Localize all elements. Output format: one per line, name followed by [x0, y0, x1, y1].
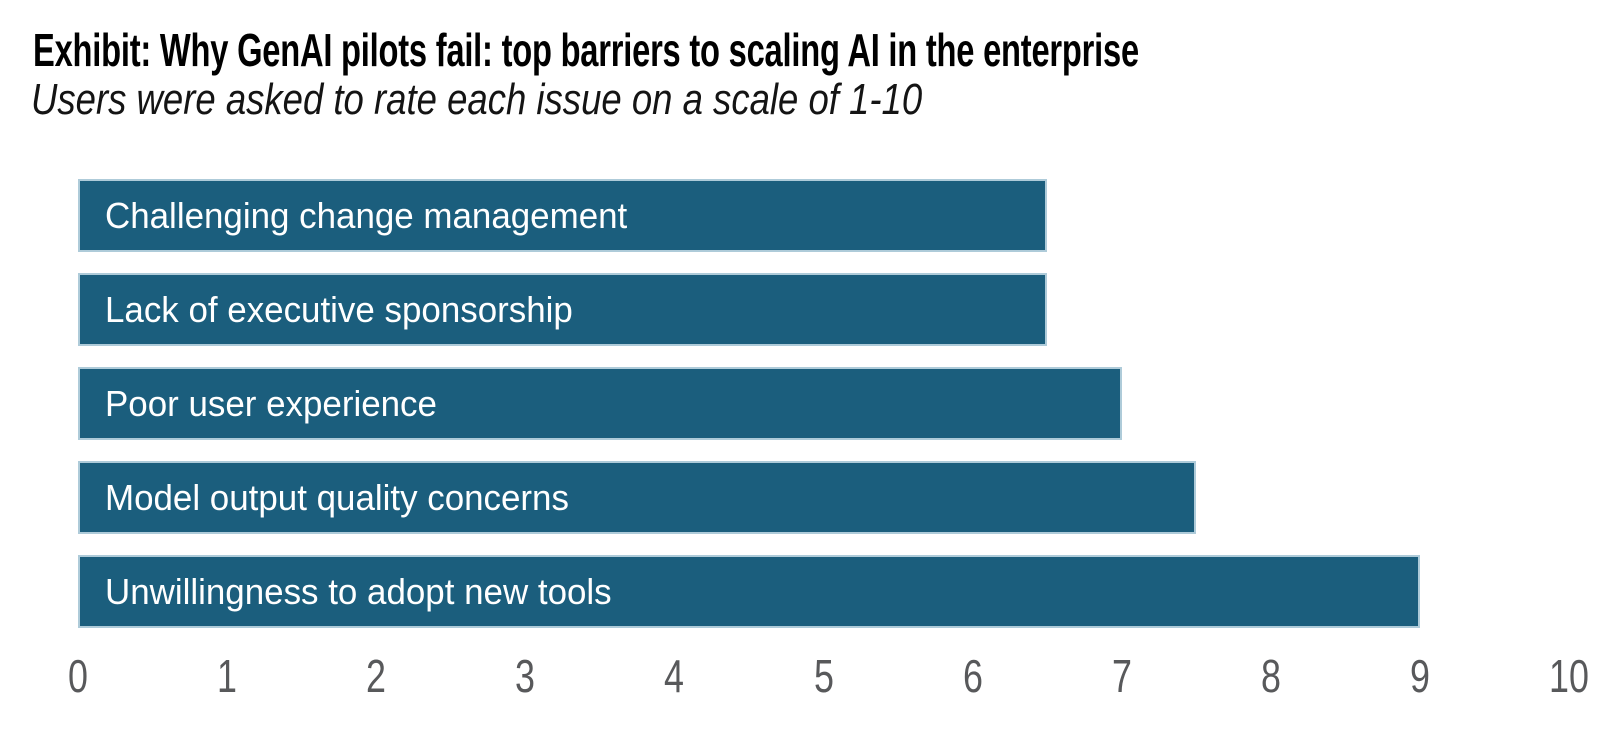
- bars-container: Challenging change management Lack of exe…: [78, 179, 1569, 628]
- x-tick-6: 6: [962, 650, 983, 702]
- x-tick-2: 2: [366, 650, 387, 702]
- bar-row: Model output quality concerns: [78, 461, 1569, 534]
- bar-label: Challenging change management: [105, 194, 628, 236]
- x-tick-5: 5: [813, 650, 834, 702]
- bar-label: Model output quality concerns: [105, 476, 569, 518]
- bar-2: Lack of executive sponsorship: [78, 273, 1048, 346]
- bar-row: Poor user experience: [78, 367, 1569, 440]
- x-tick-8: 8: [1260, 650, 1281, 702]
- bar-3: Poor user experience: [78, 367, 1122, 440]
- bar-5: Unwillingness to adopt new tools: [78, 555, 1420, 628]
- bar-label: Lack of executive sponsorship: [105, 288, 573, 330]
- x-tick-1: 1: [217, 650, 238, 702]
- x-tick-10: 10: [1549, 650, 1589, 702]
- bar-label: Unwillingness to adopt new tools: [105, 570, 612, 612]
- bar-row: Challenging change management: [78, 179, 1569, 252]
- bar-row: Unwillingness to adopt new tools: [78, 555, 1569, 628]
- bar-4: Model output quality concerns: [78, 461, 1197, 534]
- x-tick-9: 9: [1409, 650, 1430, 702]
- x-tick-7: 7: [1111, 650, 1132, 702]
- x-tick-0: 0: [68, 650, 88, 702]
- bar-1: Challenging change management: [78, 179, 1048, 252]
- chart-subtitle: Users were asked to rate each issue on a…: [31, 75, 923, 124]
- chart-title: Exhibit: Why GenAI pilots fail: top barr…: [33, 24, 1139, 76]
- bar-label: Poor user experience: [105, 382, 437, 424]
- bar-row: Lack of executive sponsorship: [78, 273, 1569, 346]
- x-tick-4: 4: [664, 650, 685, 702]
- x-tick-3: 3: [515, 650, 536, 702]
- x-axis: 0 1 2 3 4 5 6 7 8 9 10: [68, 650, 1589, 703]
- bar-chart-plot-area: Challenging change management Lack of exe…: [78, 179, 1569, 628]
